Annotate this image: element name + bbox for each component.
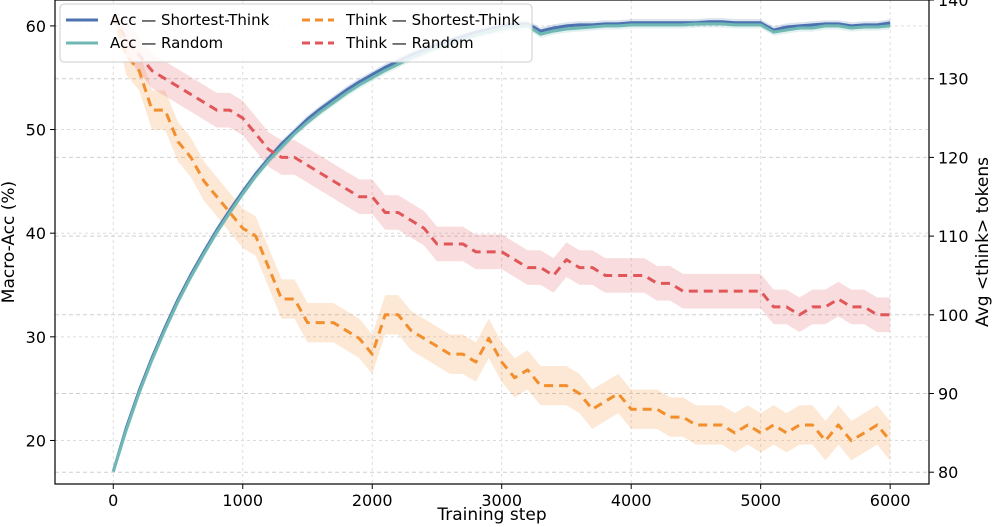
yr-tick-label-130: 130 — [938, 70, 969, 89]
yr-tick-label-120: 120 — [938, 148, 969, 167]
legend: Acc — Shortest-Think Acc — Random Think … — [59, 3, 533, 63]
legend-label-acc-shortest: Acc — Shortest-Think — [110, 11, 270, 29]
series-line-2 — [111, 15, 892, 443]
plot-frame — [54, 0, 930, 485]
yr-tick-label-80: 80 — [938, 463, 958, 482]
yl-tick-label-30: 30 — [26, 328, 46, 347]
yr-tick-label-140: 140 — [938, 0, 969, 10]
band-3 — [113, 15, 891, 333]
series-line-3 — [111, 15, 891, 317]
legend-label-think-random: Think — Random — [345, 34, 474, 52]
confidence-bands — [113, 15, 891, 472]
legend-label-think-shortest: Think — Shortest-Think — [345, 11, 520, 29]
tick-layer: 0 1000 2000 3000 4000 5000 6000 20 30 40 50 60 80 90 1… — [26, 0, 969, 510]
x-tick-label-4000: 4000 — [611, 491, 652, 510]
yl-tick-label-40: 40 — [26, 224, 46, 243]
x-axis-label: Training step — [436, 505, 546, 525]
band-2 — [113, 15, 891, 461]
legend-label-acc-random: Acc — Random — [110, 34, 223, 52]
x-tick-label-0: 0 — [108, 491, 118, 510]
x-tick-label-3000: 3000 — [481, 491, 522, 510]
yr-tick-label-110: 110 — [938, 227, 969, 246]
axes-frame — [54, 0, 930, 485]
x-tick-label-6000: 6000 — [870, 491, 911, 510]
yl-tick-label-50: 50 — [26, 121, 46, 140]
yl-tick-label-20: 20 — [26, 431, 46, 450]
y-axis-left-label: Macro-Acc (%) — [0, 181, 19, 303]
legend-box — [59, 3, 533, 63]
y-axis-right-label: Avg <think> tokens — [973, 157, 993, 327]
yr-tick-label-90: 90 — [938, 384, 958, 403]
x-tick-label-1000: 1000 — [222, 491, 263, 510]
x-tick-label-5000: 5000 — [740, 491, 781, 510]
x-tick-label-2000: 2000 — [352, 491, 393, 510]
yl-tick-label-60: 60 — [26, 17, 46, 36]
yr-tick-label-100: 100 — [938, 306, 969, 325]
